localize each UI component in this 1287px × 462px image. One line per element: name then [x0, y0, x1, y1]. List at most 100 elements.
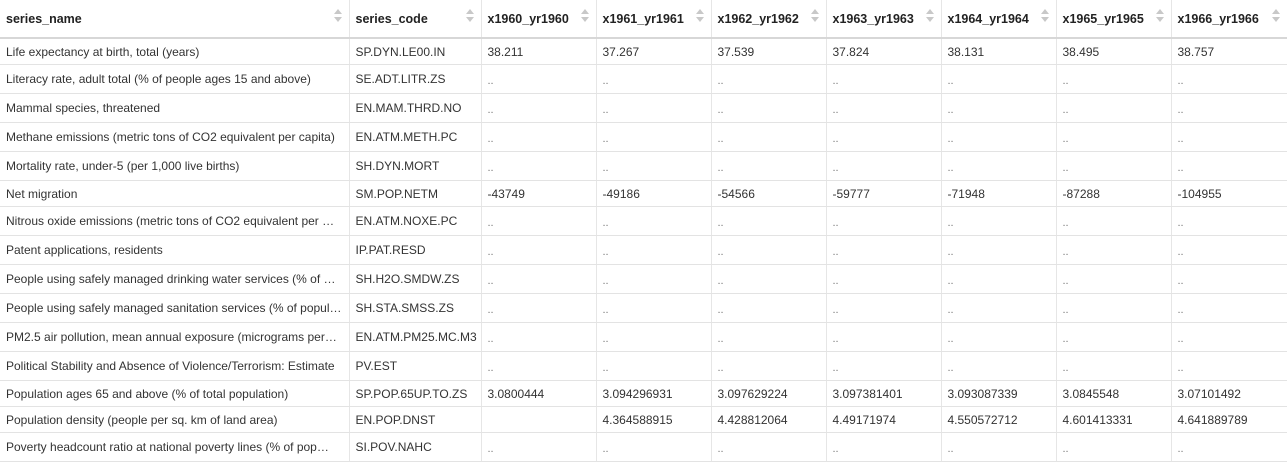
- table-cell: -71948: [941, 180, 1057, 207]
- table-cell: SH.H2O.SMDW.ZS: [349, 264, 482, 294]
- column-header[interactable]: x1962_yr1962: [711, 0, 827, 39]
- table-cell: ..: [1056, 206, 1172, 236]
- sort-icon[interactable]: [465, 8, 474, 26]
- table-cell: -43749: [481, 180, 597, 207]
- table-cell: ..: [1171, 93, 1287, 123]
- column-header[interactable]: x1961_yr1961: [596, 0, 712, 39]
- table-cell: PV.EST: [349, 351, 482, 381]
- sort-icon[interactable]: [1155, 8, 1164, 26]
- table-cell: ..: [826, 235, 942, 265]
- table-row[interactable]: Life expectancy at birth, total (years) S…: [0, 38, 1287, 65]
- table-row[interactable]: Literacy rate, adult total (% of people …: [0, 64, 1287, 94]
- table-cell: 3.093087339: [941, 380, 1057, 407]
- sort-icon[interactable]: [333, 8, 342, 26]
- table-cell: ..: [826, 122, 942, 152]
- table-cell: 38.131: [941, 38, 1057, 65]
- table-cell: ..: [1171, 122, 1287, 152]
- column-header[interactable]: x1966_yr1966: [1171, 0, 1287, 39]
- table-cell: ..: [826, 64, 942, 94]
- header-row: series_name series_code x1960_yr1960 x1961_…: [0, 0, 1287, 39]
- table-cell: ..: [711, 206, 827, 236]
- table-cell: ..: [481, 351, 597, 381]
- column-header[interactable]: x1960_yr1960: [481, 0, 597, 39]
- table-cell: ..: [481, 206, 597, 236]
- table-cell: 4.49171974: [826, 406, 942, 433]
- table-row[interactable]: Mammal species, threatened EN.MAM.THRD.NO…: [0, 93, 1287, 123]
- sort-icon[interactable]: [810, 8, 819, 26]
- table-cell: Patent applications, residents: [0, 235, 350, 265]
- column-header[interactable]: series_name: [0, 0, 350, 39]
- table-row[interactable]: Methane emissions (metric tons of CO2 eq…: [0, 122, 1287, 152]
- column-header[interactable]: x1964_yr1964: [941, 0, 1057, 39]
- table-cell: ..: [481, 322, 597, 352]
- table-cell: EN.POP.DNST: [349, 406, 482, 433]
- table-cell: ..: [1056, 322, 1172, 352]
- table-cell: ..: [711, 293, 827, 323]
- column-header-label: x1960_yr1960: [487, 11, 569, 26]
- table-cell: ..: [1056, 151, 1172, 181]
- sort-icon[interactable]: [1040, 8, 1049, 26]
- column-header[interactable]: series_code: [349, 0, 482, 39]
- table-cell: SE.ADT.LITR.ZS: [349, 64, 482, 94]
- table-cell: SH.DYN.MORT: [349, 151, 482, 181]
- table-cell: ..: [941, 93, 1057, 123]
- column-header-label: series_code: [355, 11, 428, 26]
- table-cell: People using safely managed sanitation s…: [0, 293, 350, 323]
- table-cell: Life expectancy at birth, total (years): [0, 38, 350, 65]
- table-body: Life expectancy at birth, total (years) S…: [0, 38, 1287, 462]
- table-cell: SM.POP.NETM: [349, 180, 482, 207]
- sort-icon[interactable]: [925, 8, 934, 26]
- table-row[interactable]: PM2.5 air pollution, mean annual exposur…: [0, 322, 1287, 352]
- table-cell: ..: [1171, 64, 1287, 94]
- table-row[interactable]: Population ages 65 and above (% of total…: [0, 380, 1287, 407]
- table-cell: ..: [826, 151, 942, 181]
- table-cell: SI.POV.NAHC: [349, 432, 482, 462]
- table-cell: ..: [1171, 264, 1287, 294]
- table-row[interactable]: Nitrous oxide emissions (metric tons of …: [0, 206, 1287, 236]
- table-cell: EN.ATM.PM25.MC.M3: [349, 322, 482, 352]
- table-cell: Nitrous oxide emissions (metric tons of …: [0, 206, 350, 236]
- table-cell: ..: [826, 322, 942, 352]
- table-cell: 3.0800444: [481, 380, 597, 407]
- table-cell: ..: [711, 351, 827, 381]
- table-row[interactable]: Population density (people per sq. km of…: [0, 406, 1287, 433]
- table-cell: ..: [481, 151, 597, 181]
- table-cell: Mammal species, threatened: [0, 93, 350, 123]
- table-row[interactable]: Patent applications, residents IP.PAT.RES…: [0, 235, 1287, 265]
- table-cell: ..: [711, 122, 827, 152]
- table-cell: ..: [481, 432, 597, 462]
- sort-icon[interactable]: [1271, 8, 1280, 26]
- table-cell: ..: [481, 235, 597, 265]
- column-header-label: x1966_yr1966: [1177, 11, 1259, 26]
- table-cell: ..: [941, 206, 1057, 236]
- column-header-label: x1963_yr1963: [832, 11, 914, 26]
- table-cell: ..: [1056, 122, 1172, 152]
- table-cell: ..: [826, 293, 942, 323]
- sort-icon[interactable]: [695, 8, 704, 26]
- table-cell: Population density (people per sq. km of…: [0, 406, 350, 433]
- table-cell: 37.539: [711, 38, 827, 65]
- table-cell: ..: [711, 93, 827, 123]
- table-cell: -87288: [1056, 180, 1172, 207]
- table-row[interactable]: People using safely managed sanitation s…: [0, 293, 1287, 323]
- table-cell: ..: [941, 322, 1057, 352]
- table-cell: 4.364588915: [596, 406, 712, 433]
- table-cell: Mortality rate, under-5 (per 1,000 live …: [0, 151, 350, 181]
- table-row[interactable]: Political Stability and Absence of Viole…: [0, 351, 1287, 381]
- table-row[interactable]: Mortality rate, under-5 (per 1,000 live …: [0, 151, 1287, 181]
- column-header[interactable]: x1965_yr1965: [1056, 0, 1172, 39]
- table-cell: ..: [1171, 235, 1287, 265]
- table-cell: ..: [941, 122, 1057, 152]
- table-cell: -104955: [1171, 180, 1287, 207]
- table-cell: EN.ATM.NOXE.PC: [349, 206, 482, 236]
- table-cell: ..: [711, 151, 827, 181]
- table-row[interactable]: People using safely managed drinking wat…: [0, 264, 1287, 294]
- table-cell: ..: [596, 206, 712, 236]
- table-row[interactable]: Net migration SM.POP.NETM -43749 -49186 -545…: [0, 180, 1287, 207]
- table-cell: 38.211: [481, 38, 597, 65]
- column-header[interactable]: x1963_yr1963: [826, 0, 942, 39]
- sort-icon[interactable]: [580, 8, 589, 26]
- table-cell: 38.757: [1171, 38, 1287, 65]
- table-cell: 3.0845548: [1056, 380, 1172, 407]
- table-row[interactable]: Poverty headcount ratio at national pove…: [0, 432, 1287, 462]
